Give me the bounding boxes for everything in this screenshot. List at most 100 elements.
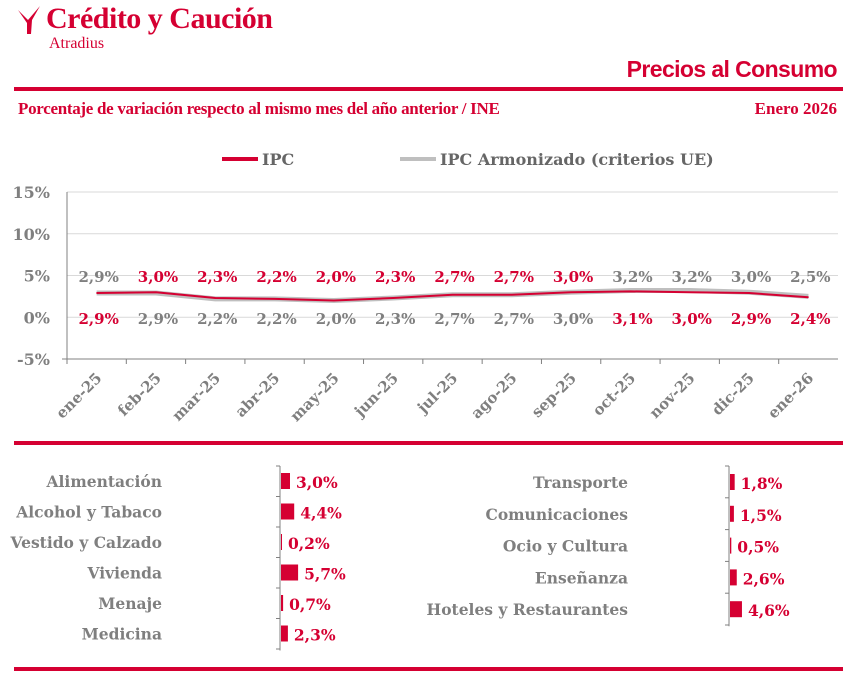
x-tick-label: jun-25 (349, 369, 402, 422)
category-bar-charts: Alimentación 3,0% Alcohol y Tabaco 4,4% Vest… (9, 465, 790, 651)
data-point (689, 290, 691, 292)
category-bar (730, 537, 732, 554)
ipca-data-label: 2,7% (434, 310, 474, 328)
category-bar (730, 601, 742, 618)
category-value-label: 1,8% (741, 474, 783, 493)
data-point (629, 290, 631, 292)
ipc-data-label: 2,3% (197, 268, 237, 286)
ipc-data-label: 2,9% (731, 310, 771, 328)
ipca-data-label: 3,0% (731, 268, 771, 286)
ipc-data-label: 2,9% (78, 310, 118, 328)
data-point (452, 294, 453, 296)
data-point (807, 296, 809, 298)
data-point (155, 291, 157, 293)
x-tick-label: dic-25 (708, 369, 758, 419)
divider (14, 87, 843, 91)
brand-subtitle: Atradius (49, 35, 105, 52)
category-label: Ocio y Cultura (503, 537, 628, 556)
ipca-data-label: 2,0% (316, 310, 356, 328)
y-tick-label: 10% (13, 225, 50, 244)
ipca-data-label: 3,2% (612, 268, 652, 286)
atradius-logo-icon (18, 6, 40, 34)
category-label: Alcohol y Tabaco (15, 503, 162, 522)
ipc-data-label: 3,0% (138, 268, 178, 286)
ipc-data-label: 2,7% (434, 268, 474, 286)
data-point (570, 291, 572, 293)
ipca-data-label: 2,2% (197, 310, 237, 328)
ipca-data-label: 2,3% (375, 310, 415, 328)
page-title: Precios al Consumo (626, 56, 838, 82)
category-bar (281, 595, 284, 611)
category-label: Enseñanza (535, 568, 628, 587)
ipca-data-label: 2,9% (138, 310, 178, 328)
divider (14, 667, 843, 671)
data-point (748, 292, 750, 294)
category-bar (281, 473, 290, 489)
x-tick-label: ene-25 (52, 369, 105, 422)
category-value-label: 4,4% (300, 504, 342, 523)
category-value-label: 2,6% (743, 569, 785, 588)
ipca-data-label: 2,5% (790, 268, 830, 286)
category-label: Vivienda (86, 564, 162, 583)
ipc-data-label: 3,0% (672, 310, 712, 328)
x-tick-label: may-25 (287, 369, 343, 425)
ipca-data-label: 2,7% (494, 310, 534, 328)
brand-name: Crédito y Caución (46, 2, 273, 35)
x-tick-label: oct-25 (589, 369, 639, 419)
ipc-data-label: 3,0% (553, 268, 593, 286)
x-tick-label: jul-25 (412, 369, 461, 418)
line-chart: IPC IPC Armonizado (criterios UE) -5% 0% 5% 1… (13, 150, 838, 425)
category-bar (281, 564, 299, 581)
category-label: Hoteles y Restaurantes (427, 600, 629, 619)
y-tick-label: 15% (13, 183, 50, 202)
category-bar (281, 534, 282, 550)
page-subtitle: Porcentaje de variación respecto al mism… (18, 99, 500, 118)
category-value-label: 0,5% (737, 538, 779, 557)
category-label: Alimentación (46, 472, 162, 491)
category-value-label: 3,0% (296, 473, 338, 492)
x-tick-label: ene-26 (764, 369, 817, 422)
legend-label: IPC (262, 150, 294, 169)
ipc-data-label: 2,7% (494, 268, 534, 286)
category-bar (281, 625, 288, 642)
category-value-label: 4,6% (748, 601, 790, 620)
x-tick-label: abr-25 (232, 369, 284, 421)
data-point (689, 291, 691, 293)
y-tick-label: 0% (24, 308, 50, 327)
category-value-label: 5,7% (304, 565, 346, 584)
data-point (274, 298, 276, 300)
x-tick-label: feb-25 (114, 369, 165, 420)
ipca-data-label: 2,9% (78, 268, 118, 286)
ipc-data-label: 2,2% (256, 268, 296, 286)
x-tick-label: ago-25 (467, 369, 520, 422)
category-label: Vestido y Calzado (9, 533, 162, 552)
category-bar (730, 474, 735, 490)
data-point (392, 297, 394, 299)
ipc-data-label: 2,4% (790, 310, 830, 328)
x-tick-label: nov-25 (646, 369, 699, 422)
category-value-label: 0,7% (289, 595, 331, 614)
data-point (333, 300, 335, 302)
ipca-data-label: 2,2% (256, 310, 296, 328)
data-point (511, 294, 513, 296)
category-value-label: 1,5% (740, 506, 782, 525)
category-bar (730, 569, 737, 586)
ipca-data-label: 3,0% (553, 310, 593, 328)
category-bar (281, 503, 295, 520)
category-label: Comunicaciones (485, 505, 628, 524)
category-label: Menaje (98, 594, 162, 613)
report-date: Enero 2026 (754, 99, 837, 118)
divider (14, 441, 843, 445)
category-label: Medicina (82, 625, 162, 644)
category-value-label: 2,3% (294, 626, 336, 645)
category-label: Transporte (533, 473, 628, 492)
legend-label: IPC Armonizado (criterios UE) (440, 150, 714, 169)
x-tick-label: mar-25 (169, 369, 225, 425)
ipca-data-label: 3,2% (672, 268, 712, 286)
data-point (214, 297, 216, 299)
ipc-data-label: 2,0% (316, 268, 356, 286)
category-value-label: 0,2% (288, 534, 330, 553)
ipc-data-label: 3,1% (612, 310, 652, 328)
x-tick-label: sep-25 (528, 369, 580, 421)
y-tick-label: -5% (17, 350, 50, 369)
